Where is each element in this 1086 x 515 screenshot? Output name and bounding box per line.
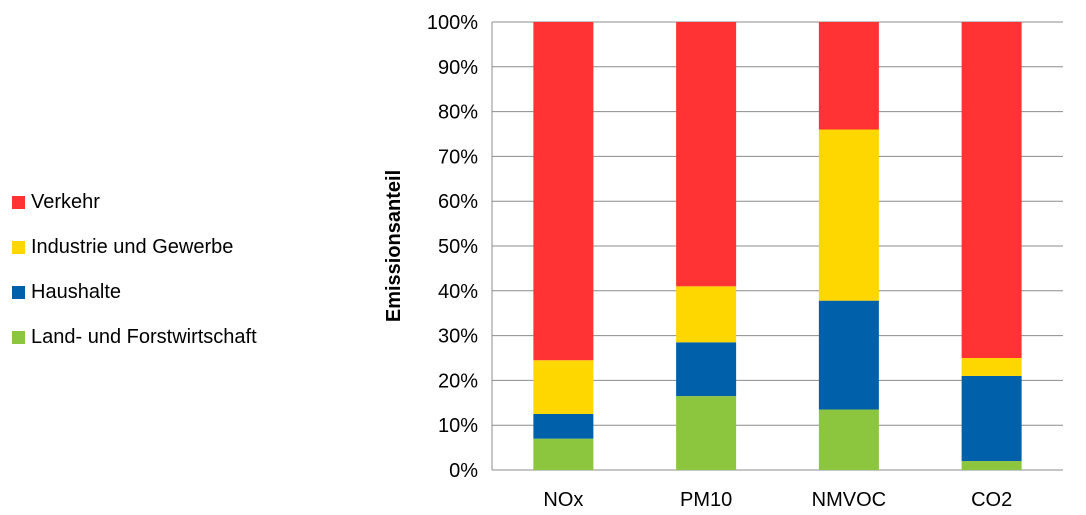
bar-segment	[533, 360, 594, 414]
y-tick-label: 60%	[438, 191, 478, 213]
bar-segment	[676, 286, 737, 343]
bar-segment	[676, 342, 737, 397]
y-tick-label: 90%	[438, 57, 478, 79]
legend-label: Industrie und Gewerbe	[31, 236, 234, 258]
bar-segment	[961, 22, 1022, 358]
legend-label: Land- und Forstwirtschaft	[31, 326, 257, 348]
x-tick-label: NMVOC	[812, 489, 886, 511]
legend-swatch	[12, 241, 25, 254]
legend-swatch	[12, 286, 25, 299]
bar-segment	[818, 22, 879, 130]
bar-segment	[818, 409, 879, 470]
y-tick-label: 30%	[438, 326, 478, 348]
y-tick-label: 50%	[438, 236, 478, 258]
y-tick-label: 20%	[438, 370, 478, 392]
legend-item: Land- und Forstwirtschaft	[12, 315, 352, 360]
x-tick-label: CO2	[971, 489, 1012, 511]
x-tick-label: NOx	[543, 489, 583, 511]
legend-label: Verkehr	[31, 191, 100, 213]
legend-label: Haushalte	[31, 281, 122, 303]
y-tick-label: 100%	[427, 12, 478, 34]
bar-segment	[818, 300, 879, 410]
bar-segment	[961, 375, 1022, 462]
bar-segment	[533, 22, 594, 361]
y-axis-title: Emissionsanteil	[383, 170, 405, 322]
bar-segment	[676, 396, 737, 470]
bar-segment	[818, 129, 879, 301]
legend-swatch	[12, 331, 25, 344]
y-tick-label: 80%	[438, 102, 478, 124]
legend-swatch	[12, 196, 25, 209]
bar-segment	[533, 414, 594, 439]
y-tick-label: 70%	[438, 146, 478, 168]
y-tick-label: 10%	[438, 415, 478, 437]
bar-segment	[533, 438, 594, 470]
bar-segment	[676, 22, 737, 287]
legend-item: Haushalte	[12, 270, 352, 315]
legend-item: Industrie und Gewerbe	[12, 225, 352, 270]
y-tick-label: 0%	[449, 460, 478, 482]
legend-item: Verkehr	[12, 180, 352, 225]
bar-segment	[961, 358, 1022, 376]
y-tick-label: 40%	[438, 281, 478, 303]
bar-segment	[961, 461, 1022, 470]
x-tick-label: PM10	[680, 489, 732, 511]
chart-legend: Verkehr Industrie und Gewerbe Haushalte Lan…	[12, 180, 352, 360]
